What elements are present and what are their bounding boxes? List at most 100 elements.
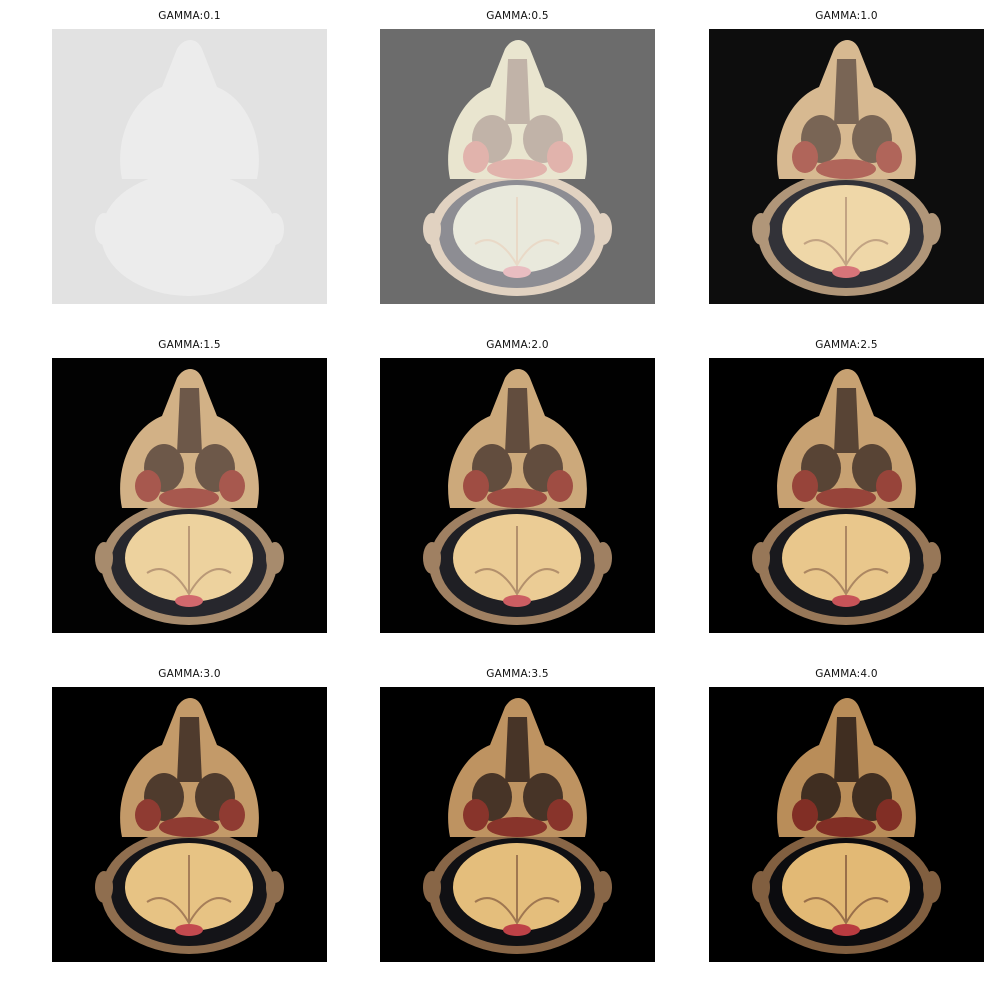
right-muscle	[547, 141, 573, 173]
right-ear	[266, 213, 284, 245]
panel-title: GAMMA:1.5	[158, 339, 221, 351]
right-sinus	[195, 115, 235, 163]
scan-background	[52, 29, 327, 304]
left-muscle	[792, 141, 818, 173]
scan-drawing	[380, 29, 655, 304]
left-sinus	[144, 115, 184, 163]
scan-drawing	[52, 358, 327, 633]
left-muscle	[463, 799, 489, 831]
scan-drawing	[709, 29, 984, 304]
brain-scan-image	[52, 358, 327, 633]
left-muscle	[792, 470, 818, 502]
skull-base	[159, 488, 219, 508]
panel-title: GAMMA:4.0	[815, 668, 878, 680]
panel-title: GAMMA:2.0	[486, 339, 549, 351]
head-anatomy	[752, 698, 941, 954]
head-anatomy	[752, 40, 941, 296]
posterior-highlight	[832, 595, 860, 607]
panel-title: GAMMA:2.5	[815, 339, 878, 351]
skull-base	[487, 488, 547, 508]
left-ear	[95, 542, 113, 574]
cerebellum	[125, 185, 253, 273]
right-muscle	[876, 141, 902, 173]
scan-drawing	[380, 687, 655, 962]
head-anatomy	[752, 369, 941, 625]
nasal-cavity	[177, 717, 202, 782]
left-ear	[423, 213, 441, 245]
right-muscle	[876, 799, 902, 831]
panel-title: GAMMA:3.0	[158, 668, 221, 680]
right-ear	[594, 542, 612, 574]
skull-base	[816, 488, 876, 508]
nasal-cavity	[505, 717, 530, 782]
right-ear	[923, 213, 941, 245]
posterior-highlight	[832, 266, 860, 278]
posterior-highlight	[175, 924, 203, 936]
left-ear	[752, 542, 770, 574]
skull-base	[159, 159, 219, 179]
scan-drawing	[52, 687, 327, 962]
nasal-cavity	[177, 388, 202, 453]
skull-base	[816, 817, 876, 837]
right-ear	[594, 213, 612, 245]
brain-scan-image	[380, 687, 655, 962]
scan-drawing	[709, 687, 984, 962]
brain-scan-image	[380, 358, 655, 633]
head-anatomy	[95, 369, 284, 625]
left-ear	[95, 871, 113, 903]
head-anatomy	[423, 40, 612, 296]
brain-scan-image	[52, 687, 327, 962]
brain-scan-image	[709, 687, 984, 962]
skull-base	[487, 817, 547, 837]
nasal-cavity	[505, 59, 530, 124]
left-muscle	[135, 470, 161, 502]
cerebellar-fold	[474, 239, 560, 268]
panel-title: GAMMA:0.5	[486, 10, 549, 22]
posterior-highlight	[503, 595, 531, 607]
cerebellar-fold	[474, 897, 560, 926]
cerebellar-fold	[146, 897, 232, 926]
right-ear	[266, 871, 284, 903]
head-anatomy	[95, 698, 284, 954]
left-ear	[95, 213, 113, 245]
right-muscle	[547, 799, 573, 831]
brain-scan-image	[709, 29, 984, 304]
cerebellar-fold	[803, 897, 889, 926]
skull-base	[816, 159, 876, 179]
left-ear	[423, 542, 441, 574]
right-muscle	[219, 799, 245, 831]
left-muscle	[463, 470, 489, 502]
right-ear	[594, 871, 612, 903]
head-anatomy	[423, 369, 612, 625]
posterior-highlight	[503, 266, 531, 278]
left-muscle	[135, 141, 161, 173]
skull-base	[487, 159, 547, 179]
nasal-cavity	[834, 717, 859, 782]
head-anatomy	[423, 698, 612, 954]
skull-base	[159, 817, 219, 837]
nasal-cavity	[834, 388, 859, 453]
right-muscle	[219, 141, 245, 173]
scan-drawing	[52, 29, 327, 304]
right-ear	[266, 542, 284, 574]
head-anatomy	[95, 40, 284, 296]
left-ear	[752, 213, 770, 245]
posterior-highlight	[175, 266, 203, 278]
posterior-highlight	[175, 595, 203, 607]
nasal-cavity	[834, 59, 859, 124]
scan-drawing	[709, 358, 984, 633]
panel-title: GAMMA:1.0	[815, 10, 878, 22]
nasal-cavity	[177, 59, 202, 124]
cerebellar-fold	[146, 239, 232, 268]
panel-title: GAMMA:0.1	[158, 10, 221, 22]
cerebellar-fold	[803, 568, 889, 597]
left-muscle	[463, 141, 489, 173]
nasal-cavity	[505, 388, 530, 453]
posterior-highlight	[503, 924, 531, 936]
cerebellar-fold	[146, 568, 232, 597]
left-ear	[423, 871, 441, 903]
facial-skull	[120, 40, 259, 179]
left-muscle	[135, 799, 161, 831]
skull-inner-gap	[111, 180, 267, 288]
